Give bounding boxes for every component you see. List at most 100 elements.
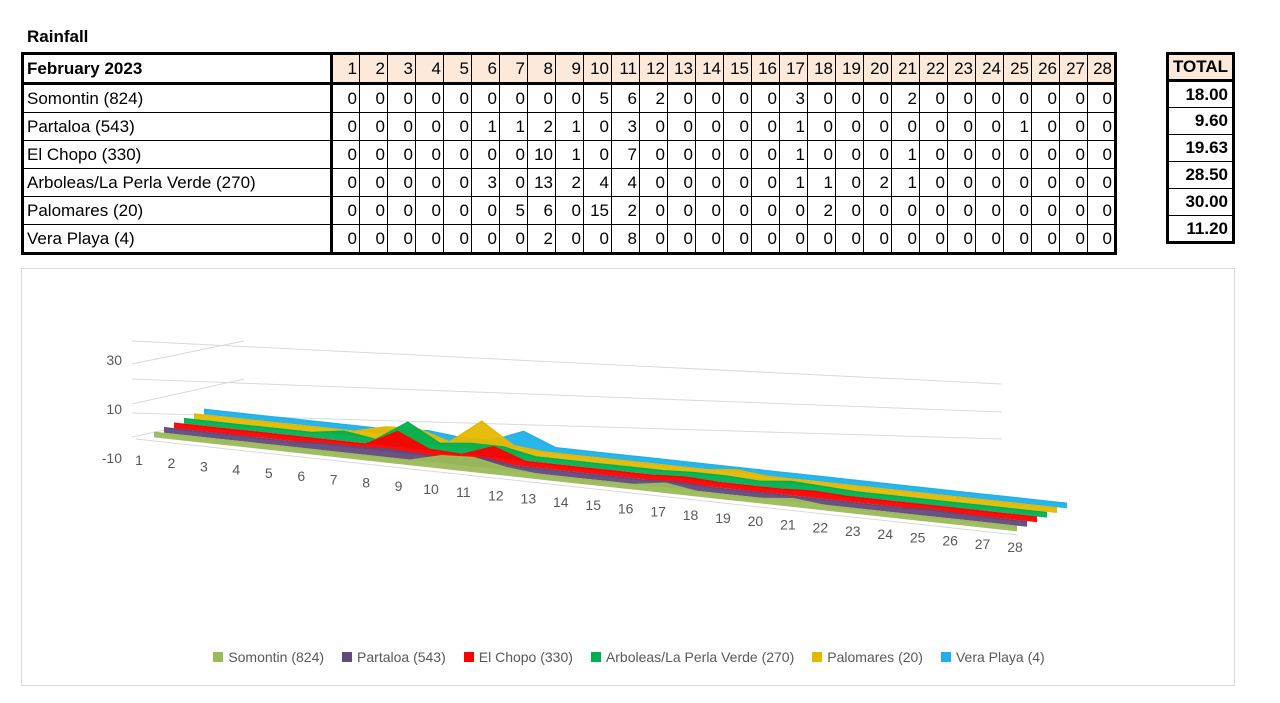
rain-value-cell: 0 (863, 224, 892, 254)
rain-value-cell: 0 (471, 224, 500, 254)
rain-value-cell: 0 (331, 224, 360, 254)
rain-value-cell: 0 (807, 140, 836, 169)
rain-value-cell: 0 (639, 112, 668, 141)
rain-value-cell: 0 (975, 196, 1004, 225)
total-value-cell: 28.50 (1167, 161, 1234, 189)
x-tick-label: 9 (395, 478, 403, 494)
rain-value-cell: 0 (471, 196, 500, 225)
rain-value-cell: 0 (359, 168, 388, 197)
rain-value-cell: 1 (779, 140, 808, 169)
legend-label: Somontin (824) (228, 649, 325, 665)
header-day-cell: 1 (331, 53, 360, 85)
header-day-cell: 5 (443, 53, 472, 85)
legend-item: Vera Playa (4) (940, 649, 1045, 665)
rain-value-cell: 6 (527, 196, 556, 225)
rain-value-cell: 0 (415, 224, 444, 254)
area-series (174, 423, 1037, 523)
gridline (131, 378, 245, 405)
rain-value-cell: 0 (947, 196, 976, 225)
rain-value-cell: 0 (919, 112, 948, 141)
x-tick-label: 14 (553, 494, 569, 510)
rain-value-cell: 0 (975, 140, 1004, 169)
rain-value-cell: 0 (751, 140, 780, 169)
rain-value-cell: 0 (779, 224, 808, 254)
totals-header-row: TOTAL (1167, 53, 1234, 82)
x-tick-label: 23 (845, 523, 861, 539)
header-day-cell: 4 (415, 53, 444, 85)
legend-swatch (940, 652, 951, 662)
rain-value-cell: 0 (443, 83, 472, 113)
series-line (153, 431, 1018, 528)
header-day-cell: 17 (779, 53, 808, 85)
rain-value-cell: 0 (443, 224, 472, 254)
site-name-cell: Arboleas/La Perla Verde (270) (22, 168, 333, 197)
rain-value-cell: 0 (583, 140, 612, 169)
rain-value-cell: 0 (835, 224, 864, 254)
legend-label: Palomares (20) (827, 649, 923, 665)
total-label: TOTAL (1167, 53, 1234, 82)
rain-value-cell: 0 (751, 112, 780, 141)
rain-value-cell: 15 (583, 196, 612, 225)
rain-value-cell: 0 (723, 224, 752, 254)
rain-value-cell: 0 (359, 112, 388, 141)
rain-value-cell: 0 (947, 224, 976, 254)
rain-value-cell: 0 (331, 140, 360, 169)
total-value-cell: 19.63 (1167, 134, 1234, 162)
header-day-cell: 24 (975, 53, 1004, 85)
rainfall-table: February 2023 1 2 3 4 5 6 7 8 9 10 11 12 13 14 15 16 17 18… (21, 52, 1117, 255)
x-tick-label: 4 (232, 462, 240, 478)
rain-value-cell: 13 (527, 168, 556, 197)
y-tick-label: -10 (102, 450, 122, 466)
rain-value-cell: 0 (583, 112, 612, 141)
rain-value-cell: 2 (527, 112, 556, 141)
rain-value-cell: 0 (1087, 224, 1116, 254)
rain-value-cell: 0 (667, 168, 696, 197)
header-day-cell: 10 (583, 53, 612, 85)
legend-label: El Chopo (330) (478, 649, 573, 665)
rain-value-cell: 0 (975, 83, 1004, 113)
x-tick-label: 22 (813, 520, 829, 536)
x-tick-label: 25 (910, 529, 926, 545)
total-value-cell: 30.00 (1167, 188, 1234, 216)
total-value-cell: 9.60 (1167, 107, 1234, 135)
header-day-cell: 3 (387, 53, 416, 85)
x-tick-label: 20 (748, 513, 764, 529)
rain-value-cell: 1 (471, 112, 500, 141)
rain-value-cell: 0 (723, 168, 752, 197)
rain-value-cell: 2 (527, 224, 556, 254)
rain-value-cell: 0 (667, 83, 696, 113)
rain-value-cell: 0 (975, 112, 1004, 141)
rain-value-cell: 0 (1087, 83, 1116, 113)
rain-value-cell: 0 (751, 168, 780, 197)
rain-value-cell: 2 (807, 196, 836, 225)
x-axis-line (135, 438, 1018, 536)
rain-value-cell: 0 (1031, 83, 1060, 113)
x-tick-label: 6 (297, 468, 305, 484)
total-value-cell: 11.20 (1167, 215, 1234, 243)
rain-value-cell: 3 (611, 112, 640, 141)
rain-value-cell: 0 (331, 168, 360, 197)
legend-swatch (463, 652, 474, 662)
header-day-cell: 25 (1003, 53, 1032, 85)
rain-value-cell: 0 (695, 168, 724, 197)
rain-value-cell: 0 (695, 224, 724, 254)
x-tick-label: 19 (715, 510, 731, 526)
x-tick-label: 11 (456, 484, 471, 500)
rain-value-cell: 0 (443, 196, 472, 225)
rain-value-cell: 0 (583, 224, 612, 254)
header-day-cell: 26 (1031, 53, 1060, 85)
rain-value-cell: 0 (919, 196, 948, 225)
rain-value-cell: 0 (1059, 112, 1088, 141)
rain-value-cell: 0 (331, 196, 360, 225)
rain-value-cell: 0 (919, 140, 948, 169)
legend-item: Somontin (824) (213, 649, 324, 665)
rain-value-cell: 0 (1059, 224, 1088, 254)
rain-value-cell: 3 (471, 168, 500, 197)
legend-label: Partaloa (543) (357, 649, 446, 665)
header-day-cell: 2 (359, 53, 388, 85)
rain-value-cell: 2 (891, 83, 920, 113)
rain-value-cell: 0 (807, 112, 836, 141)
header-day-cell: 27 (1059, 53, 1088, 85)
rain-value-cell: 0 (1003, 140, 1032, 169)
